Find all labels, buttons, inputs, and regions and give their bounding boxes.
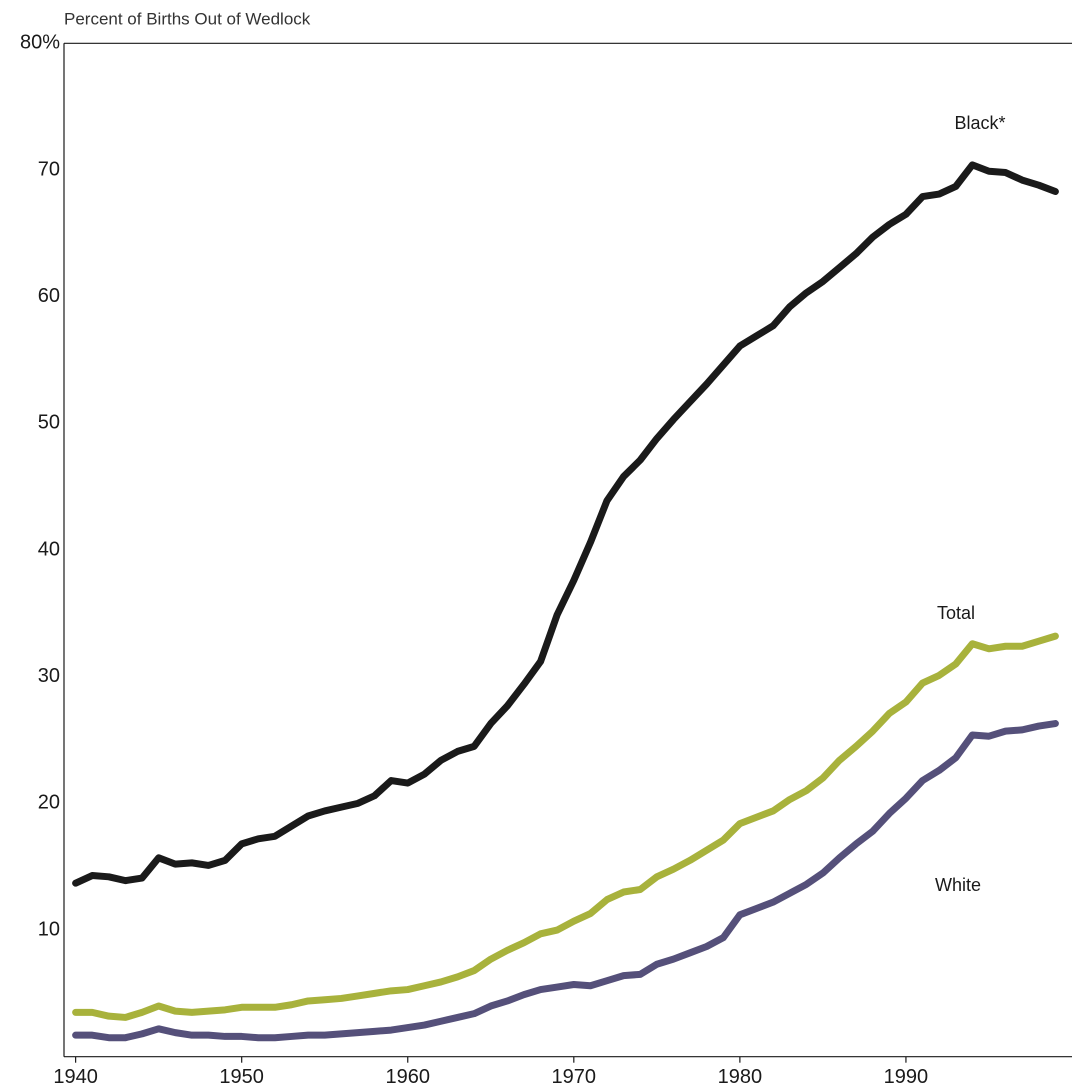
y-tick-label: 50 — [38, 412, 60, 434]
y-axis-label: Percent of Births Out of Wedlock — [64, 9, 311, 28]
x-tick-label: 1980 — [718, 1066, 763, 1088]
x-tick-label: 1990 — [884, 1066, 929, 1088]
x-tick-label: 1970 — [552, 1066, 597, 1088]
y-tick-label: 80% — [20, 32, 60, 54]
x-tick-label: 1960 — [385, 1066, 430, 1088]
x-tick-label: 1940 — [53, 1066, 98, 1088]
series-label: Black* — [954, 113, 1005, 133]
series-line — [72, 632, 1059, 1021]
series-label: White — [935, 875, 981, 895]
y-tick-label: 40 — [38, 538, 60, 560]
x-tick-label: 1950 — [219, 1066, 264, 1088]
y-tick-label: 20 — [38, 792, 60, 814]
y-tick-label: 30 — [38, 665, 60, 687]
y-tick-label: 60 — [38, 285, 60, 307]
series-line — [72, 720, 1059, 1042]
series-label: Total — [937, 603, 975, 623]
y-tick-label: 10 — [38, 918, 60, 940]
series-line — [72, 161, 1059, 887]
y-tick-label: 70 — [38, 158, 60, 180]
